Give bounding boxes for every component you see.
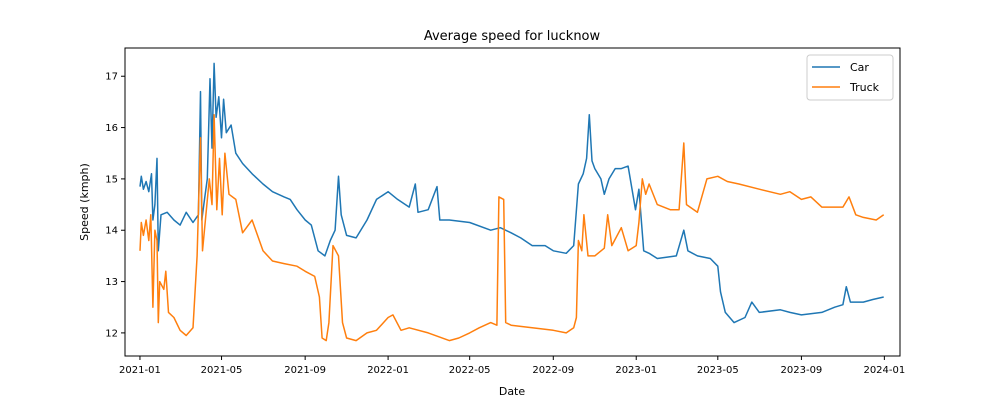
- x-tick-label: 2023-05: [697, 365, 739, 376]
- x-axis-label: Date: [499, 385, 526, 398]
- legend-label-truck: Truck: [849, 81, 880, 94]
- y-tick-label: 17: [105, 72, 118, 83]
- y-tick-label: 16: [105, 123, 118, 134]
- legend-label-car: Car: [850, 61, 869, 74]
- x-tick-label: 2021-05: [201, 365, 243, 376]
- x-tick-label: 2023-01: [615, 365, 657, 376]
- x-axis: 2021-01 2021-05 2021-09 2022-01 2022-05 2022-…: [119, 356, 905, 376]
- y-axis: 12 13 14 15 16 17: [105, 72, 125, 339]
- chart-title: Average speed for lucknow: [424, 29, 601, 44]
- x-tick-label: 2022-05: [449, 365, 491, 376]
- y-tick-label: 13: [105, 277, 118, 288]
- plot-area: 2021-01 2021-05 2021-09 2022-01 2022-05 2022-…: [105, 47, 905, 376]
- y-tick-label: 12: [105, 328, 118, 339]
- legend: Car Truck: [806, 54, 894, 101]
- x-tick-label: 2023-09: [781, 365, 823, 376]
- y-tick-label: 14: [105, 226, 118, 237]
- series-line-truck: [139, 113, 885, 342]
- series-layer: [139, 62, 885, 342]
- plot-frame: [124, 47, 901, 357]
- x-tick-label: 2022-09: [532, 365, 574, 376]
- x-tick-label: 2022-01: [367, 365, 409, 376]
- x-tick-label: 2024-01: [863, 365, 905, 376]
- x-tick-label: 2021-09: [284, 365, 326, 376]
- x-tick-label: 2021-01: [119, 365, 161, 376]
- y-axis-label: Speed (kmph): [78, 163, 91, 241]
- y-tick-label: 15: [105, 174, 118, 185]
